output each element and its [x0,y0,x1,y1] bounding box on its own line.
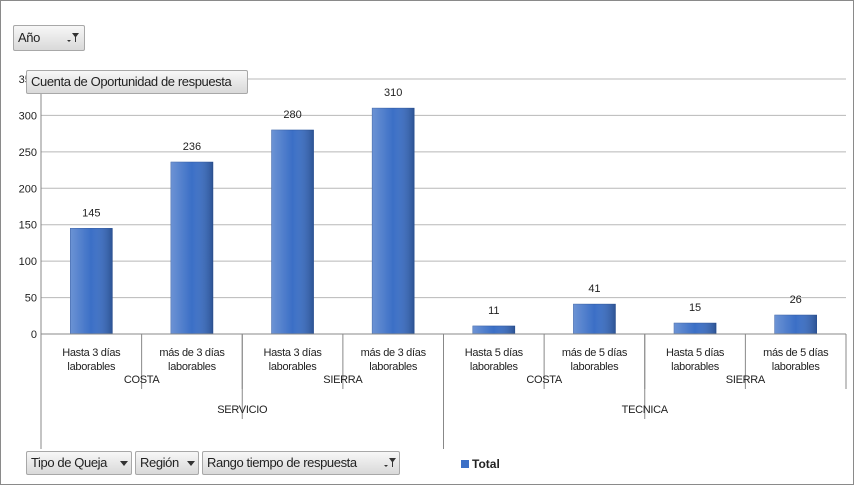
filter-icon [384,458,396,467]
data-label: 11 [488,305,499,317]
group-label: COSTA [123,374,160,386]
dropdown-icon [120,461,128,466]
x-tick-label: Hasta 3 días laborables [62,347,121,373]
bar-shade [70,228,113,334]
bar-shade [372,108,415,335]
x-tick-label: más de 3 días laborables [159,347,225,373]
data-label: 15 [689,302,701,314]
group-label: COSTA [526,374,562,386]
bar-shade [674,323,717,334]
dropdown-icon [187,461,195,466]
x-tick-label: más de 5 días laborables [763,347,829,373]
row-field-label: Región [140,455,179,470]
filter-button[interactable]: Año [13,25,85,51]
bar-shade [573,304,616,334]
x-tick-label: más de 3 días laborables [360,347,427,373]
y-tick-label: 200 [19,183,37,195]
row-field-button[interactable]: Región [135,451,199,475]
x-tick-label: Hasta 5 días laborables [464,347,523,373]
group-label: SERVICIO [217,404,268,416]
y-tick-label: 50 [25,293,37,305]
bar-shade [472,325,515,334]
data-label: 145 [82,207,100,219]
value-field-label: Cuenta de Oportunidad de respuesta [31,74,232,89]
y-tick-label: 100 [19,256,37,268]
row-field-button[interactable]: Tipo de Queja [26,451,132,475]
filter-icon [67,33,79,42]
legend: Total [461,457,500,471]
legend-label: Total [472,457,500,471]
data-label: 310 [384,87,402,99]
data-label: 236 [183,141,201,153]
x-tick-label: Hasta 5 días laborables [665,347,725,373]
data-label: 26 [790,294,802,306]
x-tick-label: más de 5 días laborables [561,347,628,373]
x-tick-label: Hasta 3 días laborables [263,347,322,373]
filter-label: Año [18,30,40,45]
y-tick-label: 0 [31,329,37,341]
data-label: 280 [283,109,301,121]
y-tick-label: 150 [19,220,37,232]
data-label: 41 [588,283,600,295]
bar-shade [774,315,817,334]
row-field-button[interactable]: Rango tiempo de respuesta [202,451,400,475]
value-field-button[interactable]: Cuenta de Oportunidad de respuesta [26,70,248,94]
bar-shade [271,130,314,334]
row-field-label: Rango tiempo de respuesta [207,455,357,470]
y-tick-label: 300 [19,110,37,122]
y-tick-label: 250 [19,147,37,159]
legend-swatch [461,460,469,468]
bar-shade [170,162,213,334]
group-label: TECNICA [621,404,668,416]
group-label: SIERRA [323,374,363,386]
group-label: SIERRA [725,374,765,386]
row-field-label: Tipo de Queja [31,455,107,470]
